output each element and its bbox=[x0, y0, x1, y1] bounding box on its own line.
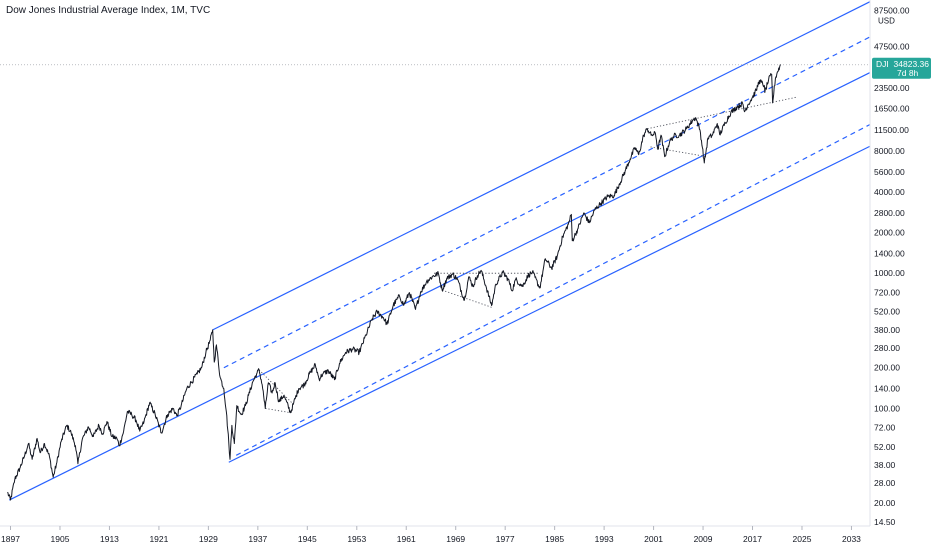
price-series-line[interactable] bbox=[7, 64, 782, 501]
y-tick-label: 11500.00 bbox=[874, 125, 909, 135]
y-tick-label: 2000.00 bbox=[874, 228, 905, 238]
y-tick-label: 38.00 bbox=[874, 460, 896, 470]
price-axis-background bbox=[870, 0, 932, 550]
y-tick-label: 280.00 bbox=[874, 343, 900, 353]
y-tick-label: 16500.00 bbox=[874, 104, 910, 114]
time-axis-background bbox=[0, 526, 932, 550]
last-price-symbol: DJI bbox=[876, 59, 889, 69]
x-tick-label: 1929 bbox=[199, 534, 218, 544]
y-tick-label: 8000.00 bbox=[874, 146, 905, 156]
channel-line-solid[interactable] bbox=[228, 145, 871, 463]
y-tick-label: 720.00 bbox=[874, 288, 900, 298]
time-axis[interactable]: 1897 1905 1913 1921 1929 1937 1945 1953 1961 1969… bbox=[1, 526, 861, 544]
x-tick-label: 1945 bbox=[298, 534, 317, 544]
y-unit-label: USD bbox=[878, 17, 895, 26]
x-tick-label: 1961 bbox=[397, 534, 416, 544]
x-tick-label: 1953 bbox=[347, 534, 366, 544]
x-tick-label: 1921 bbox=[149, 534, 168, 544]
x-tick-label: 2017 bbox=[743, 534, 762, 544]
y-tick-label: 87500.00 bbox=[874, 6, 910, 16]
x-tick-label: 1897 bbox=[1, 534, 20, 544]
x-tick-label: 1937 bbox=[248, 534, 267, 544]
x-tick-label: 2009 bbox=[694, 534, 713, 544]
y-tick-label: 4000.00 bbox=[874, 187, 905, 197]
y-tick-label: 100.00 bbox=[874, 403, 900, 413]
y-tick-label: 14.50 bbox=[874, 517, 896, 527]
x-tick-label: 1905 bbox=[51, 534, 70, 544]
channel-line-dashed[interactable] bbox=[235, 123, 871, 456]
x-tick-label: 2001 bbox=[644, 534, 663, 544]
x-tick-label: 2025 bbox=[793, 534, 812, 544]
x-tick-label: 1913 bbox=[100, 534, 119, 544]
trend-line[interactable] bbox=[441, 289, 492, 308]
last-price-countdown: 7d 8h bbox=[897, 68, 919, 78]
channel-line-dashed[interactable] bbox=[223, 36, 871, 369]
x-tick-label: 1985 bbox=[545, 534, 564, 544]
y-tick-label: 140.00 bbox=[874, 384, 900, 394]
x-tick-label: 1993 bbox=[595, 534, 614, 544]
price-axis[interactable]: 87500.00 47500.00 23500.00 16500.00 11500.00… bbox=[874, 6, 910, 527]
last-price-value: 34823.36 bbox=[894, 59, 930, 69]
channel-line-solid[interactable] bbox=[212, 1, 871, 331]
x-tick-label: 1977 bbox=[496, 534, 515, 544]
y-tick-label: 520.00 bbox=[874, 307, 900, 317]
y-tick-label: 20.00 bbox=[874, 498, 896, 508]
y-tick-label: 28.00 bbox=[874, 478, 896, 488]
channel-line-solid[interactable] bbox=[9, 72, 871, 501]
y-tick-label: 1400.00 bbox=[874, 248, 905, 258]
y-tick-label: 47500.00 bbox=[874, 42, 910, 52]
y-tick-label: 23500.00 bbox=[874, 83, 910, 93]
chart-title: Dow Jones Industrial Average Index, 1M, … bbox=[6, 5, 211, 16]
y-tick-label: 5600.00 bbox=[874, 167, 905, 177]
y-tick-label: 52.00 bbox=[874, 442, 896, 452]
trend-line[interactable] bbox=[265, 407, 291, 414]
x-tick-label: 1969 bbox=[446, 534, 465, 544]
y-tick-label: 72.00 bbox=[874, 423, 896, 433]
last-price-badge-box bbox=[872, 57, 931, 79]
x-tick-label: 2033 bbox=[842, 534, 861, 544]
y-tick-label: 380.00 bbox=[874, 325, 900, 335]
y-tick-label: 200.00 bbox=[874, 363, 900, 373]
y-tick-label: 2800.00 bbox=[874, 208, 905, 218]
y-tick-label: 1000.00 bbox=[874, 268, 905, 278]
